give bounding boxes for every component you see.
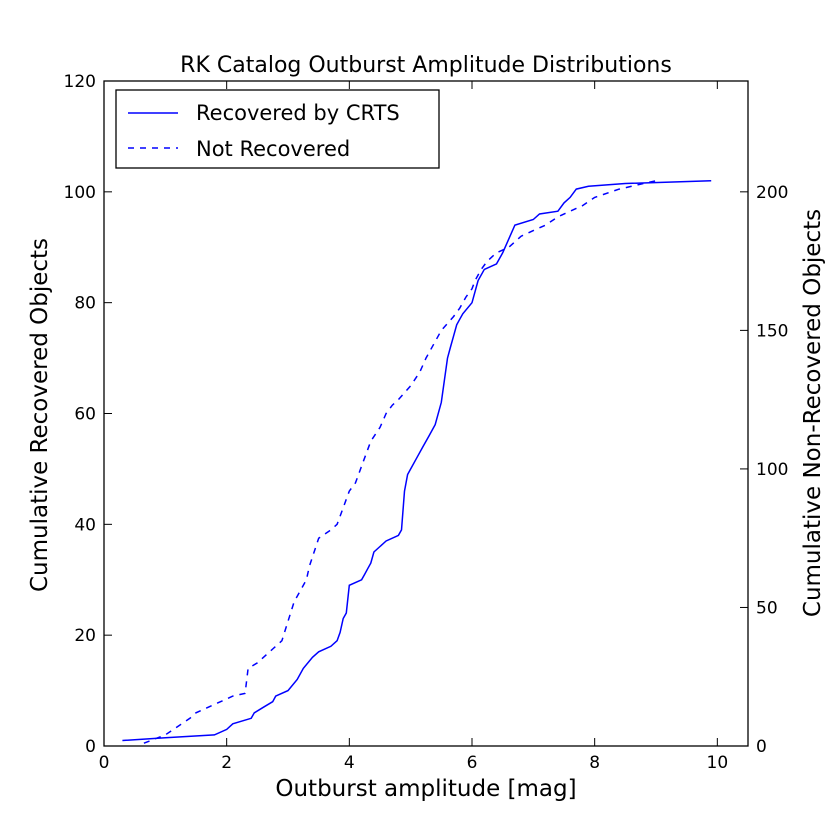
x-tick-label: 0	[99, 753, 110, 773]
y-tick-label-left: 100	[64, 183, 96, 203]
legend-label-recovered: Recovered by CRTS	[196, 101, 400, 125]
y-axis-label-right: Cumulative Non-Recovered Objects	[800, 209, 826, 617]
y-tick-label-right: 50	[756, 598, 778, 618]
series-line-not-recovered	[143, 180, 657, 744]
y-tick-label-left: 80	[74, 294, 96, 314]
series-layer	[122, 180, 712, 744]
y-tick-label-right: 200	[756, 183, 788, 203]
x-tick-label: 4	[344, 753, 355, 773]
y-tick-label-left: 20	[74, 626, 96, 646]
x-tick-label: 2	[221, 753, 232, 773]
y-tick-label-left: 0	[85, 737, 96, 757]
legend: Recovered by CRTS Not Recovered	[115, 89, 440, 169]
y-tick-label-right: 150	[756, 321, 788, 341]
x-tick-label: 8	[589, 753, 600, 773]
legend-label-not-recovered: Not Recovered	[196, 137, 350, 161]
y-tick-label-right: 0	[756, 737, 767, 757]
y-tick-label-left: 120	[64, 72, 96, 92]
y-axis-label-left: Cumulative Recovered Objects	[27, 238, 53, 592]
x-tick-label: 10	[707, 753, 729, 773]
series-line-recovered	[122, 180, 712, 742]
legend-box	[115, 89, 440, 169]
y-tick-label-right: 100	[756, 460, 788, 480]
x-axis-label: Outburst amplitude [mag]	[275, 776, 576, 802]
x-tick-label: 6	[467, 753, 478, 773]
y-tick-label-left: 60	[74, 405, 96, 425]
y-tick-label-left: 40	[74, 515, 96, 535]
chart-title: RK Catalog Outburst Amplitude Distributi…	[180, 53, 672, 78]
